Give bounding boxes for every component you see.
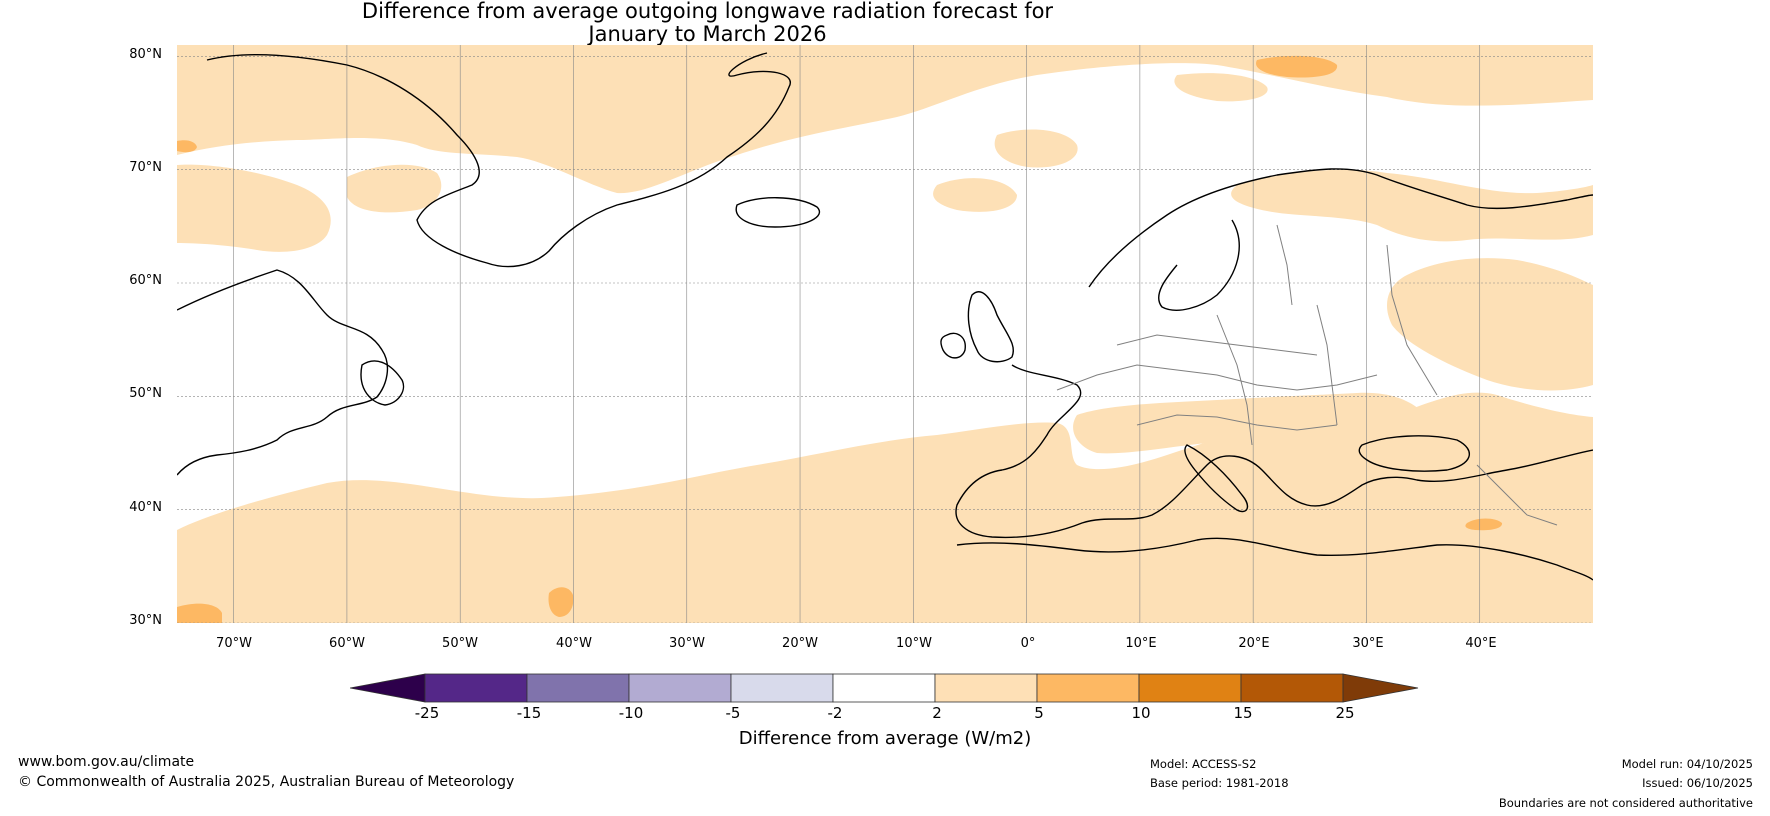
lat-label-60n: 60°N [129,273,162,288]
colorbar-segment [424,673,528,703]
colorbar-tick-label: 2 [932,704,942,722]
colorbar-segment [832,673,936,703]
coastline-layer [177,52,1593,581]
coastline-europe-atlantic [955,364,1593,539]
coastline-italy [1184,444,1249,513]
anomaly-region-norway-sea [994,129,1078,168]
anomaly-region-greenland-east [1174,73,1268,102]
colorbar-label: Difference from average (W/m2) [738,728,1032,749]
colorbar-segment [526,673,630,703]
colorbar-segment [1036,673,1140,703]
lat-label-80n: 80°N [129,47,162,62]
map-area [177,45,1593,623]
colorbar-tick-label: -25 [414,704,440,722]
anomaly-fill-layer [177,45,1593,623]
anomaly-spot-labrador [177,140,197,153]
anomaly-region-arctic-canada [177,164,331,252]
anomaly-spot-atlantic-sw [177,603,222,623]
footer-base-period: Base period: 1981-2018 [1150,776,1289,790]
map-title: Difference from average outgoing longwav… [0,0,1415,46]
colorbar-tick-label: -2 [827,704,843,722]
lon-label-10e: 10°E [1125,636,1157,651]
coastline-britain [940,291,1014,363]
coastline-newfoundland [360,360,405,406]
lon-label-0: 0° [1020,636,1036,651]
footer-model: Model: ACCESS-S2 [1150,757,1257,771]
colorbar-tick-label: -10 [618,704,644,722]
coastline-scandinavia [1088,168,1593,311]
lon-label-40e: 40°E [1465,636,1497,651]
coastline-greenland [206,52,791,268]
coastline-canada [177,269,389,476]
lat-label-70n: 70°N [129,160,162,175]
border-lines [1056,224,1558,526]
lon-label-30w: 30°W [669,636,705,651]
lon-label-40w: 40°W [556,636,592,651]
colorbar-segment [730,673,834,703]
lon-label-30e: 30°E [1352,636,1384,651]
anomaly-region-davis [347,164,442,213]
lon-label-70w: 70°W [216,636,252,651]
footer-url[interactable]: www.bom.gov.au/climate [18,754,195,770]
graticule [177,45,1593,623]
anomaly-region-scandinavia [1231,169,1593,242]
footer-disclaimer: Boundaries are not considered authoritat… [1498,796,1753,810]
lon-label-50w: 50°W [442,636,478,651]
footer-model-run: Model run: 04/10/2025 [1621,757,1753,771]
anomaly-spot-atlantic-mid [548,587,574,617]
colorbar-segments [350,673,1419,703]
colorbar-segment [1240,673,1344,703]
lat-label-40n: 40°N [129,500,162,515]
map-title-line2: January to March 2026 [588,22,827,46]
colorbar-segment [934,673,1038,703]
anomaly-region-norway-sea2 [933,178,1017,212]
colorbar-tick-label: 25 [1335,704,1355,722]
coastline-iceland [735,197,820,228]
colorbar-segment [1138,673,1242,703]
colorbar-tick-label: 10 [1131,704,1151,722]
colorbar-segment [628,673,732,703]
border-layer [1056,224,1558,526]
colorbar-tick-label: -5 [725,704,741,722]
coastline-north-africa [956,537,1593,581]
colorbar-tick-label: 5 [1034,704,1044,722]
anomaly-region-central-europe [1073,392,1427,454]
forecast-map [177,45,1593,623]
anomaly-region-south [177,392,1593,623]
lat-label-30n: 30°N [129,613,162,628]
map-title-line1: Difference from average outgoing longwav… [361,0,1054,23]
coastline-black-sea [1358,435,1470,472]
colorbar-extend-high [1342,673,1419,703]
lon-label-10w: 10°W [896,636,932,651]
colorbar [350,673,1419,703]
lon-label-20w: 20°W [782,636,818,651]
colorbar-tick-label: 15 [1233,704,1253,722]
anomaly-spot-turkey [1465,518,1503,531]
anomaly-region-russia [1387,258,1593,391]
colorbar-extend-low [350,673,426,703]
colorbar-tick-label: -15 [516,704,542,722]
lon-label-20e: 20°E [1238,636,1270,651]
anomaly-spot-svalbard [1256,55,1338,78]
footer-copyright: © Commonwealth of Australia 2025, Austra… [18,774,515,790]
anomaly-region-north [177,45,1593,194]
lon-label-60w: 60°W [329,636,365,651]
lat-label-50n: 50°N [129,386,162,401]
footer-issued: Issued: 06/10/2025 [1642,776,1753,790]
